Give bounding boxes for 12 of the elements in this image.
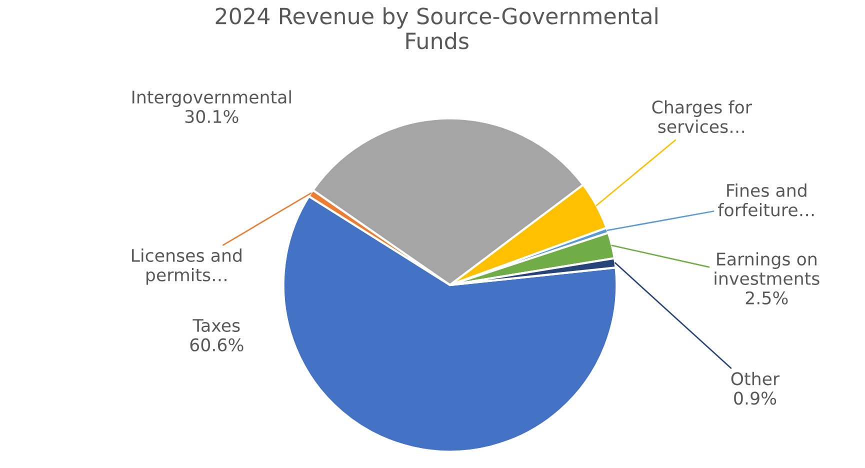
- slice-label: Fines and forfeiture…: [718, 184, 814, 216]
- data-label: 60.6%: [190, 338, 244, 352]
- data-label: 0.9%: [734, 392, 776, 405]
- slice-label: Charges for services…: [652, 100, 752, 134]
- chart-title: 2024 Revenue by Source-Governmental Funds: [216, 7, 658, 50]
- slice-label: Intergovernmental: [132, 90, 291, 108]
- data-label: 30.1%: [185, 110, 238, 124]
- slice-label: Earnings on investments: [714, 252, 820, 286]
- slice-label: Other: [731, 372, 780, 386]
- slice-label: Taxes: [192, 319, 240, 332]
- slice-label: Licenses and permits…: [132, 248, 242, 285]
- data-label: 2.5%: [746, 291, 788, 304]
